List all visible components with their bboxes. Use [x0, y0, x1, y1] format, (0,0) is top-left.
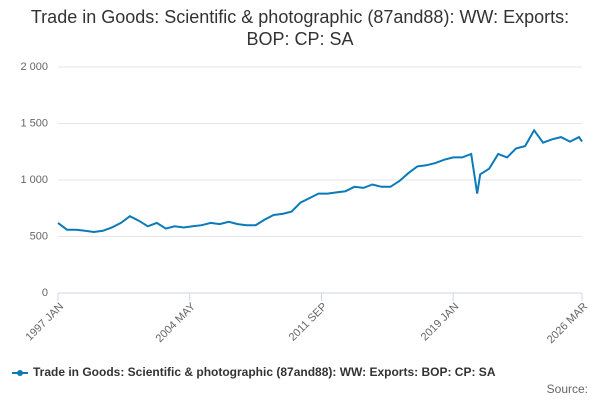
- legend-label: Trade in Goods: Scientific & photographi…: [33, 365, 496, 379]
- x-tick-label: 2011 SEP: [287, 301, 330, 344]
- y-tick-label: 1 500: [20, 117, 48, 129]
- y-tick-label: 500: [30, 230, 48, 242]
- x-tick-label: 2004 MAY: [154, 300, 199, 345]
- y-tick-label: 2 000: [20, 61, 48, 73]
- chart-title: Trade in Goods: Scientific & photographi…: [30, 7, 570, 49]
- source-label: Source:: [547, 382, 588, 396]
- x-tick-label: 2019 JAN: [419, 301, 462, 344]
- legend-marker: [17, 370, 23, 376]
- y-tick-label: 1 000: [20, 174, 48, 186]
- x-tick-label: 1997 JAN: [24, 301, 67, 344]
- data-line: [57, 128, 583, 234]
- y-tick-label: 0: [42, 287, 48, 299]
- x-tick-label: 2026 MAR: [545, 301, 590, 346]
